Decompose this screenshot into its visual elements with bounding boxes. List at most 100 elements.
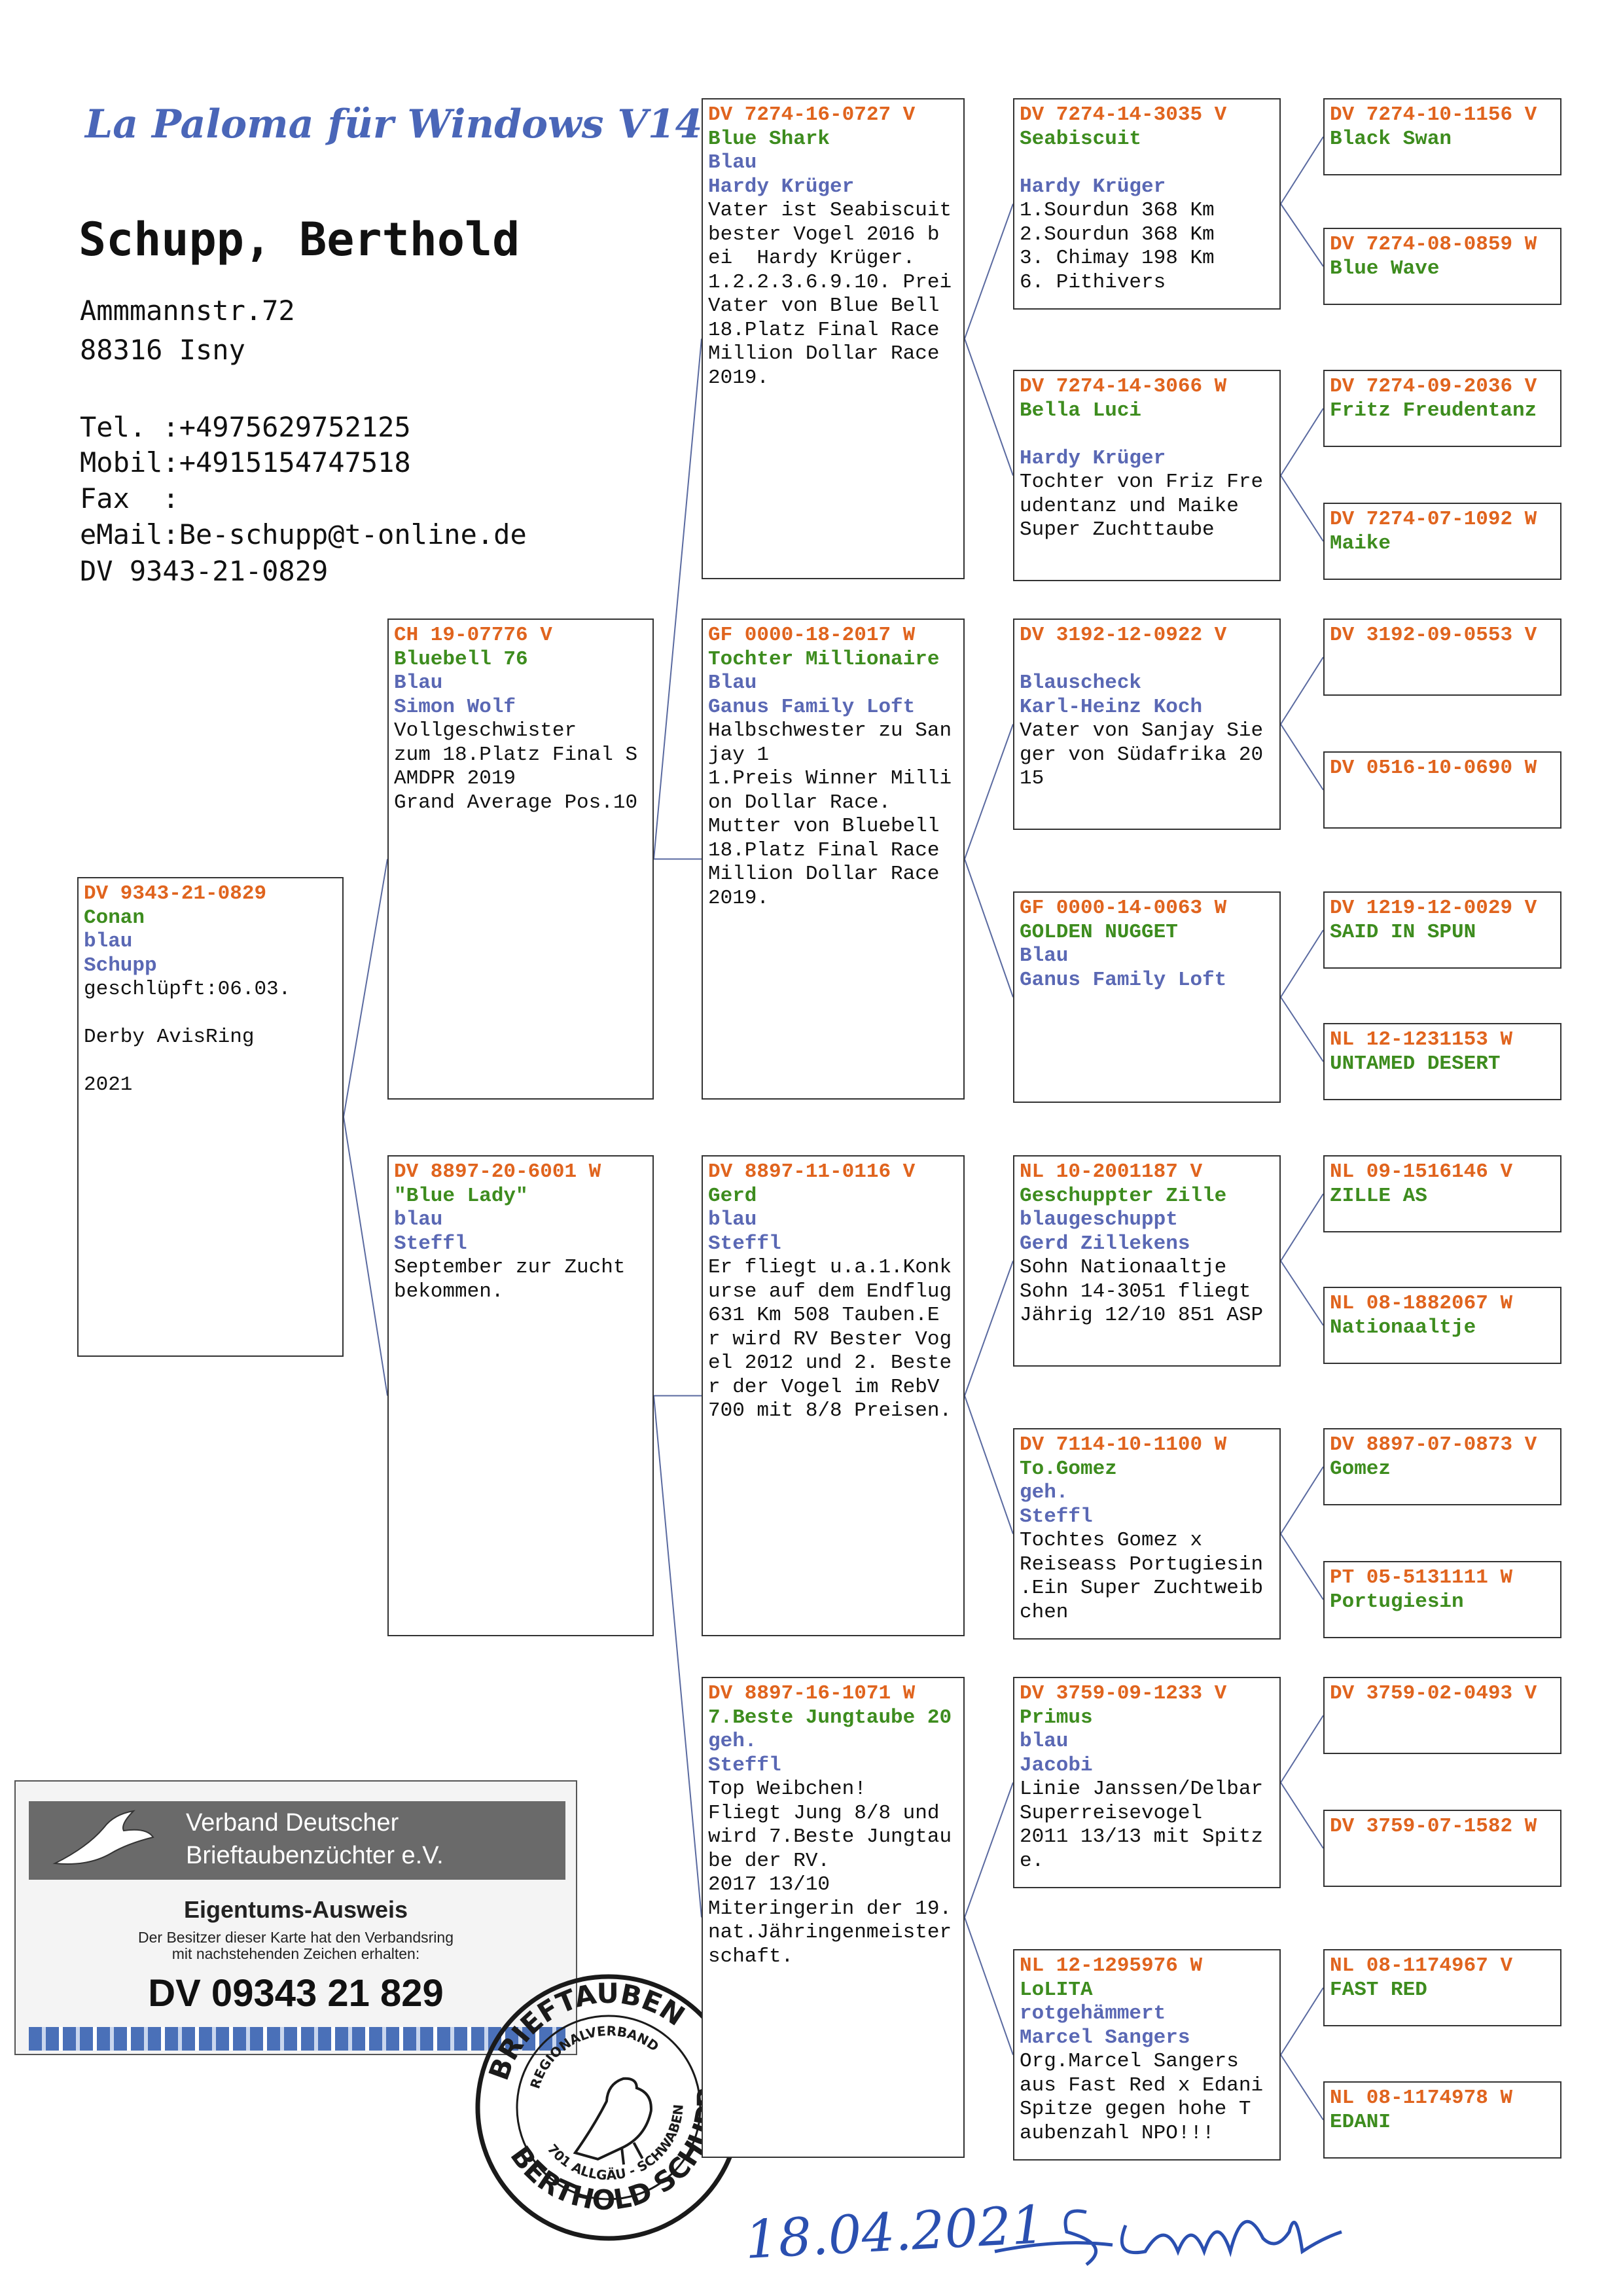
- connector: [964, 724, 1014, 859]
- connector: [964, 1782, 1014, 1918]
- ring-number: DV 7274-14-3035 V: [1020, 103, 1227, 126]
- bird-name: Black Swan: [1330, 127, 1452, 151]
- note-line: Vater ist Seabiscuit: [708, 199, 952, 222]
- bird-name: To.Gomez: [1020, 1457, 1117, 1480]
- pedigree-box: GF 0000-14-0063 W GOLDEN NUGGET Blau Ganus …: [1013, 891, 1281, 1103]
- bird-color: blau: [394, 1208, 443, 1231]
- note-line: Org.Marcel Sangers: [1020, 2050, 1239, 2073]
- connector: [1280, 723, 1324, 791]
- note-line: schaft.: [708, 1945, 794, 1968]
- pedigree-box: DV 3759-09-1233 V Primus blau Jacobi Linie J…: [1013, 1677, 1281, 1888]
- card-title: Eigentums-Ausweis: [183, 1896, 408, 1923]
- note-line: AMDPR 2019: [394, 767, 516, 790]
- bird-name: Portugiesin: [1330, 1590, 1464, 1613]
- note-line: 1.Preis Winner Milli: [708, 767, 952, 790]
- bird-name: Gomez: [1330, 1457, 1391, 1480]
- ring-number: DV 3192-12-0922 V: [1020, 624, 1227, 647]
- connector: [964, 204, 1014, 339]
- ring-number: NL 10-2001187 V: [1020, 1160, 1203, 1183]
- pedigree-box: DV 9343-21-0829 Conan blau Schupp geschlüpft…: [77, 877, 344, 1357]
- bird-name: Conan: [84, 906, 145, 929]
- note-line: on Dollar Race.: [708, 791, 891, 814]
- pedigree-box: DV 8897-07-0873 V Gomez: [1323, 1428, 1561, 1505]
- bird-name: Bella Luci: [1020, 399, 1142, 422]
- note-line: bekommen.: [394, 1280, 504, 1303]
- ring-number: DV 7274-08-0859 W: [1330, 233, 1537, 256]
- ring-number: CH 19-07776 V: [394, 624, 552, 647]
- note-line: 1.2.2.3.6.9.10. Prei: [708, 270, 952, 294]
- bird-color: [1020, 423, 1274, 447]
- note-line: e.: [1020, 1849, 1044, 1873]
- connector: [653, 1395, 702, 1918]
- note-line: Halbschwester zu San: [708, 719, 952, 742]
- note-line: bester Vogel 2016 b: [708, 223, 940, 246]
- note-line: udentanz und Maike: [1020, 494, 1239, 518]
- breeder: Gerd Zillekens: [1020, 1232, 1190, 1255]
- bird-color: geh.: [1020, 1481, 1069, 1504]
- ring-number: DV 7274-10-1156 V: [1330, 103, 1537, 126]
- note-line: Tochtes Gomez x: [1020, 1529, 1203, 1552]
- ring-number: PT 05-5131111 W: [1330, 1566, 1513, 1589]
- connector: [964, 1395, 1014, 1534]
- bird-name: SAID IN SPUN: [1330, 920, 1476, 944]
- pedigree-box: DV 7274-14-3035 V Seabiscuit Hardy Krüger 1…: [1013, 98, 1281, 310]
- ring-number: DV 3759-09-1233 V: [1020, 1682, 1227, 1705]
- breeder: Ganus Family Loft: [1020, 968, 1227, 992]
- note-line: Grand Average Pos.10: [394, 791, 638, 814]
- breeder: Steffl: [708, 1753, 781, 1777]
- software-logo: La Paloma für Windows V14.01: [85, 101, 771, 147]
- pedigree-box: DV 8897-16-1071 W 7.Beste Jungtaube 20 geh…: [702, 1677, 965, 2158]
- bird-name: Gerd: [708, 1184, 757, 1208]
- connector: [1280, 1987, 1324, 2056]
- bird-color: Blau: [708, 672, 757, 694]
- card-text: mit nachstehenden Zeichen erhalten:: [171, 1945, 420, 1962]
- connector: [1280, 136, 1324, 205]
- note-line: Spitze gegen hohe T: [1020, 2098, 1251, 2121]
- note-line: 6. Pithivers: [1020, 270, 1166, 294]
- note-line: 18.Platz Final Race: [708, 838, 940, 862]
- ring-number: NL 08-1174978 W: [1330, 2087, 1513, 2109]
- note-line: Er fliegt u.a.1.Konk: [708, 1256, 952, 1279]
- ring-number: GF 0000-14-0063 W: [1020, 897, 1227, 920]
- note-line: jay 1: [708, 743, 770, 766]
- note-line: Fliegt Jung 8/8 und: [708, 1801, 940, 1825]
- note-line: 1.Sourdun 368 Km: [1020, 199, 1215, 222]
- contact-line: DV 9343-21-0829: [80, 555, 329, 587]
- note-line: geschlüpft:06.03.: [84, 978, 291, 1001]
- note-line: r der Vogel im RebV: [708, 1375, 940, 1399]
- address-line: 88316 Isny: [80, 334, 245, 366]
- note-line: ger von Südafrika 20: [1020, 743, 1264, 766]
- connector: [1280, 996, 1324, 1062]
- ring-number: DV 8897-07-0873 V: [1330, 1433, 1537, 1456]
- note-line: Vater von Sanjay Sie: [1020, 719, 1264, 742]
- breeder: Hardy Krüger: [708, 175, 855, 198]
- ring-number: DV 8897-11-0116 V: [708, 1160, 916, 1183]
- note-line: aubenzahl NPO!!!: [1020, 2121, 1215, 2145]
- connector: [1280, 1533, 1324, 1600]
- bird-name: ZILLE AS: [1330, 1184, 1427, 1208]
- breeder: Hardy Krüger: [1020, 446, 1166, 470]
- ring-number: DV 3759-07-1582 W: [1330, 1815, 1537, 1838]
- bird-name: [1020, 648, 1274, 672]
- bird-name: Fritz Freudentanz: [1330, 399, 1537, 422]
- note-line: Tochter von Friz Fre: [1020, 471, 1264, 493]
- ring-number: NL 12-1231153 W: [1330, 1028, 1513, 1051]
- bird-color: Blauscheck: [1020, 672, 1142, 694]
- breeder: Steffl: [394, 1232, 467, 1255]
- bird-name: Seabiscuit: [1020, 127, 1142, 151]
- note-line: 2019.: [708, 886, 770, 910]
- note-line: nat.Jähringenmeister: [708, 1921, 952, 1944]
- note-line: 2021: [84, 1073, 133, 1096]
- note-line: Mutter von Bluebell: [708, 815, 940, 838]
- note-line: Million Dollar Race: [708, 342, 940, 365]
- note-line: Linie Janssen/Delbar: [1020, 1778, 1264, 1801]
- ring-number: DV 8897-16-1071 W: [708, 1682, 916, 1705]
- breeder: Karl-Heinz Koch: [1020, 695, 1203, 719]
- ring-number: DV 7274-09-2036 V: [1330, 375, 1537, 398]
- note-line: be der RV.: [708, 1849, 830, 1873]
- note-line: Super Zuchttaube: [1020, 518, 1215, 541]
- bird-color: geh.: [708, 1730, 757, 1753]
- signature-scribble: [994, 2209, 1342, 2266]
- bird-name: Tochter Millionaire: [708, 647, 940, 671]
- connector: [653, 338, 702, 859]
